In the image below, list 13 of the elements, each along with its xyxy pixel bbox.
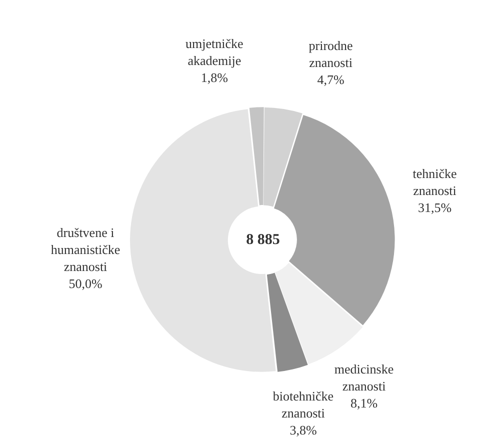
data-label: 3,8% — [290, 422, 317, 438]
slice-label: umjetničke akademije — [186, 36, 244, 68]
data-label: 31,5% — [418, 200, 452, 215]
slice-label: prirodne znanosti — [308, 38, 354, 70]
slice-label: tehničke znanosti — [412, 166, 457, 198]
slice-label: društvene i humanističke znanosti — [50, 224, 120, 274]
slice-label: medicinske znanosti — [334, 362, 394, 394]
text: 8 885 — [246, 232, 280, 248]
slice-label: biotehničke znanosti — [272, 388, 334, 420]
data-label: 1,8% — [200, 70, 228, 86]
data-label: 8,1% — [350, 396, 378, 411]
data-label: 4,7% — [317, 72, 344, 88]
data-label: 50,0% — [68, 276, 102, 291]
